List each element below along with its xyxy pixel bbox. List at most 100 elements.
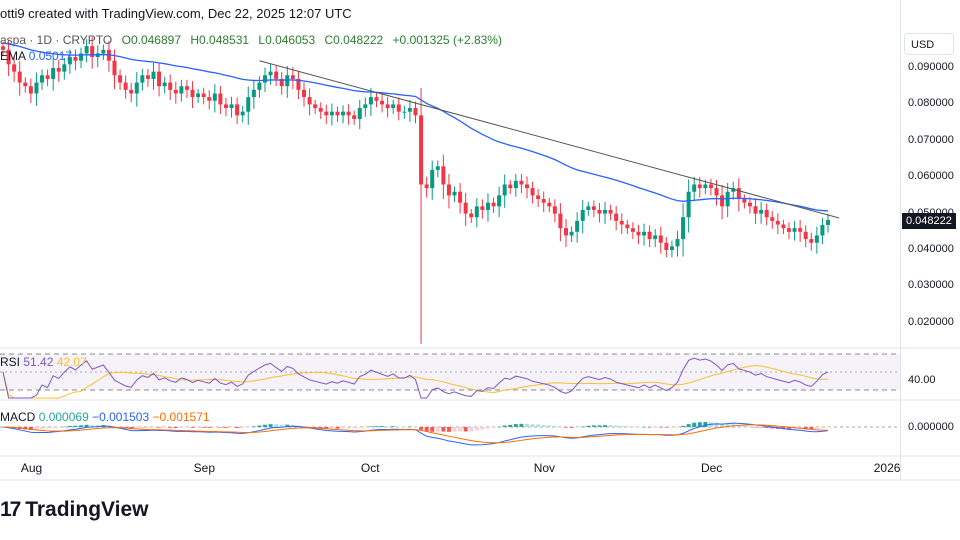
ema-legend[interactable]: EMA 0.05017 (0, 49, 72, 63)
macd-histogram-bar (235, 427, 240, 428)
macd-histogram-bar (79, 425, 84, 427)
candle-body (786, 228, 791, 232)
candle-body (179, 86, 184, 94)
macd-histogram-bar (157, 427, 162, 428)
candle-body (235, 104, 240, 116)
candle-body (363, 104, 368, 109)
macd-histogram-bar (658, 427, 663, 428)
macd-histogram-bar (90, 425, 95, 427)
price-tick: 0.030000 (908, 279, 954, 292)
macd-histogram-bar (575, 427, 580, 428)
candle-body (257, 82, 262, 90)
time-tick: Dec (700, 461, 723, 475)
macd-histogram-bar (580, 426, 585, 428)
macd-histogram-bar (329, 427, 334, 429)
candle-body (396, 104, 401, 112)
macd-histogram-bar (285, 424, 290, 427)
low-value: L0.046053 (258, 33, 316, 47)
macd-histogram-bar (218, 427, 223, 428)
macd-histogram-bar (513, 424, 518, 427)
candle-body (23, 82, 28, 87)
price-tick: 0.080000 (908, 97, 954, 110)
macd-histogram-bar (324, 427, 329, 429)
candle-body (814, 235, 819, 243)
candle-body (792, 228, 797, 232)
candle-body (759, 209, 764, 214)
candle-body (357, 108, 362, 119)
tradingview-logo[interactable]: 17 TradingView (0, 498, 149, 521)
candle-body (753, 206, 758, 214)
macd-histogram-bar (764, 427, 769, 428)
price-axis[interactable] (900, 0, 960, 480)
price-tick: 0.070000 (908, 133, 954, 146)
high-value: H0.048531 (190, 33, 250, 47)
candle-body (374, 97, 379, 101)
candle-body (497, 195, 502, 207)
candle-body (279, 78, 284, 87)
candle-body (17, 71, 22, 83)
candle-body (809, 239, 814, 243)
candle-body (536, 195, 541, 200)
candle-body (614, 213, 619, 221)
candle-body (34, 82, 39, 94)
candle-body (541, 199, 546, 203)
macd-histogram-bar (826, 427, 830, 428)
macd-histogram-bar (201, 427, 206, 428)
candle-body (112, 60, 117, 76)
macd-histogram-bar (669, 427, 674, 428)
macd-histogram-bar (558, 426, 563, 428)
candle-body (302, 89, 307, 98)
candle-body (67, 57, 72, 65)
macd-histogram-bar (564, 427, 569, 428)
symbol-label[interactable]: aspa · 1D · CRYPTO (0, 33, 113, 47)
change-value: +0.001325 (+2.83%) (392, 33, 502, 47)
currency-button[interactable]: USD (904, 33, 954, 55)
macd-histogram-bar (424, 427, 429, 432)
candle-body (647, 231, 652, 240)
macd-histogram-bar (653, 427, 658, 428)
candle-body (692, 184, 697, 192)
candle-body (564, 228, 569, 236)
macd-histogram-bar (619, 425, 624, 427)
candle-body (218, 93, 223, 105)
candle-body (391, 104, 396, 109)
macd-signal-line (2, 424, 829, 444)
candle-body (820, 224, 825, 236)
rsi-ma-line (2, 365, 829, 399)
rsi-legend[interactable]: RSI 51.42 42.07 (0, 355, 87, 369)
candle-body (575, 220, 580, 232)
macd-histogram-bar (569, 427, 574, 428)
macd-histogram-bar (508, 424, 513, 427)
candle-body (747, 202, 752, 207)
macd-histogram-bar (814, 427, 819, 429)
candle-body (28, 86, 33, 94)
macd-histogram-bar (391, 426, 396, 427)
candle-body (502, 184, 507, 196)
macd-histogram-bar (407, 426, 412, 428)
candle-body (424, 184, 429, 189)
macd-histogram-bar (62, 426, 67, 428)
candle-body (12, 64, 17, 72)
macd-histogram-bar (681, 425, 686, 427)
macd-histogram-bar (458, 427, 463, 432)
candle-body (385, 104, 390, 109)
candle-body (285, 75, 290, 87)
candle-body (190, 89, 195, 98)
candle-body (714, 188, 719, 196)
macd-histogram-bar (274, 424, 279, 427)
macd-histogram-bar (45, 427, 50, 429)
candle-body (742, 199, 747, 203)
macd-legend[interactable]: MACD 0.000069 −0.001503 −0.001571 (0, 410, 210, 424)
candle-body (708, 184, 713, 189)
ema-value: 0.05017 (28, 49, 73, 63)
candle-body (703, 184, 708, 189)
candle-body (781, 224, 786, 229)
candle-body (441, 166, 446, 185)
macd-histogram-bar (196, 427, 201, 428)
macd-histogram-bar (430, 427, 435, 432)
ohlc-legend: aspa · 1D · CRYPTO O0.046897 H0.048531 L… (0, 33, 502, 47)
macd-histogram-bar (179, 427, 184, 428)
macd-histogram-bar (140, 427, 145, 429)
candle-body (251, 89, 256, 98)
